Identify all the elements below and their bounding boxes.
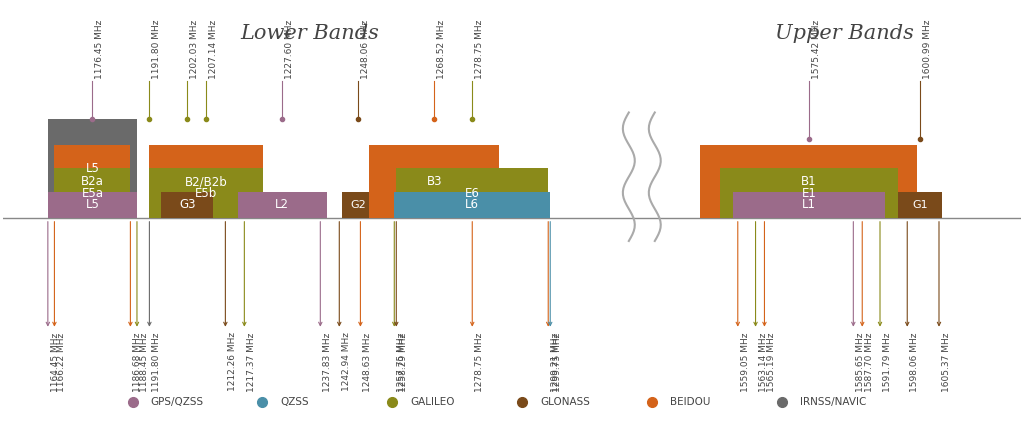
Text: 1591.79 MHz: 1591.79 MHz	[883, 332, 892, 392]
Text: G1: G1	[912, 200, 928, 210]
Text: 1299.75 MHz: 1299.75 MHz	[553, 332, 562, 392]
Text: 1575.42 MHz: 1575.42 MHz	[812, 20, 821, 79]
Text: 1176.45 MHz: 1176.45 MHz	[95, 19, 104, 79]
Bar	[342, 192, 375, 218]
Bar	[150, 145, 263, 218]
Text: Lower Bands: Lower Bands	[241, 24, 379, 43]
Text: L1: L1	[802, 198, 816, 211]
Text: 1278.75 MHz: 1278.75 MHz	[475, 19, 484, 79]
Text: 1565.19 MHz: 1565.19 MHz	[767, 332, 776, 392]
Bar	[396, 168, 548, 218]
Bar	[238, 192, 327, 218]
Text: 1268.52 MHz: 1268.52 MHz	[437, 20, 446, 79]
Bar	[150, 168, 263, 218]
Text: QZSS: QZSS	[281, 397, 309, 408]
Text: E6: E6	[465, 187, 479, 200]
Text: 1600.99 MHz: 1600.99 MHz	[923, 19, 932, 79]
Text: 1188.45 MHz: 1188.45 MHz	[140, 332, 148, 392]
Text: GPS/QZSS: GPS/QZSS	[151, 397, 204, 408]
Text: B2a: B2a	[81, 175, 103, 188]
Text: 1248.06 MHz: 1248.06 MHz	[361, 20, 371, 79]
Bar	[733, 192, 885, 218]
Text: 1212.26 MHz: 1212.26 MHz	[228, 332, 238, 391]
Text: 1299.21 MHz: 1299.21 MHz	[551, 332, 560, 391]
Text: GLONASS: GLONASS	[540, 397, 590, 408]
Text: IRNSS/NAVIC: IRNSS/NAVIC	[800, 397, 866, 408]
Text: 1202.03 MHz: 1202.03 MHz	[190, 20, 200, 79]
Text: 1598.06 MHz: 1598.06 MHz	[910, 332, 920, 392]
Text: 1605.37 MHz: 1605.37 MHz	[942, 332, 951, 392]
Text: L2: L2	[275, 198, 290, 211]
Text: 1217.37 MHz: 1217.37 MHz	[248, 332, 256, 392]
Text: E5a: E5a	[82, 187, 103, 200]
Text: 1278.75 MHz: 1278.75 MHz	[475, 332, 484, 392]
Text: 1585.65 MHz: 1585.65 MHz	[856, 332, 865, 392]
Bar	[720, 168, 898, 218]
Bar	[898, 192, 942, 218]
Bar	[370, 145, 500, 218]
Text: L6: L6	[465, 198, 479, 211]
Bar	[394, 192, 550, 218]
Text: Upper Bands: Upper Bands	[774, 24, 913, 43]
Bar	[54, 145, 130, 218]
Bar	[48, 119, 137, 218]
Text: 1559.05 MHz: 1559.05 MHz	[740, 332, 750, 392]
Text: 1227.60 MHz: 1227.60 MHz	[286, 20, 294, 79]
Bar	[700, 145, 918, 218]
Text: 1191.80 MHz: 1191.80 MHz	[153, 19, 162, 79]
Text: 1191.80 MHz: 1191.80 MHz	[153, 332, 162, 392]
Text: E5b: E5b	[196, 187, 217, 200]
Text: 1242.94 MHz: 1242.94 MHz	[342, 332, 351, 391]
Text: GALILEO: GALILEO	[411, 397, 455, 408]
Bar	[54, 168, 130, 218]
Text: L5: L5	[85, 198, 99, 211]
Text: 1587.70 MHz: 1587.70 MHz	[865, 332, 874, 392]
Text: G3: G3	[179, 198, 196, 211]
Text: 1164.45 MHz: 1164.45 MHz	[51, 332, 59, 391]
Text: E1: E1	[802, 187, 816, 200]
Text: BEIDOU: BEIDOU	[670, 397, 710, 408]
Bar	[162, 192, 213, 218]
Text: 1248.63 MHz: 1248.63 MHz	[364, 332, 373, 391]
Text: B1: B1	[801, 175, 817, 188]
Text: G2: G2	[350, 200, 367, 210]
Text: 1563.14 MHz: 1563.14 MHz	[759, 332, 768, 392]
Text: B3: B3	[427, 175, 442, 188]
Text: 1166.22 MHz: 1166.22 MHz	[57, 332, 67, 391]
Text: 1237.83 MHz: 1237.83 MHz	[324, 332, 333, 392]
Text: 1186.68 MHz: 1186.68 MHz	[133, 332, 142, 392]
Text: L5: L5	[85, 162, 99, 175]
Text: 1258.29 MHz: 1258.29 MHz	[399, 332, 409, 391]
Text: 1257.75 MHz: 1257.75 MHz	[397, 332, 407, 392]
Bar	[48, 192, 137, 218]
Text: B2/B2b: B2/B2b	[185, 175, 227, 188]
Text: 1207.14 MHz: 1207.14 MHz	[209, 20, 218, 79]
